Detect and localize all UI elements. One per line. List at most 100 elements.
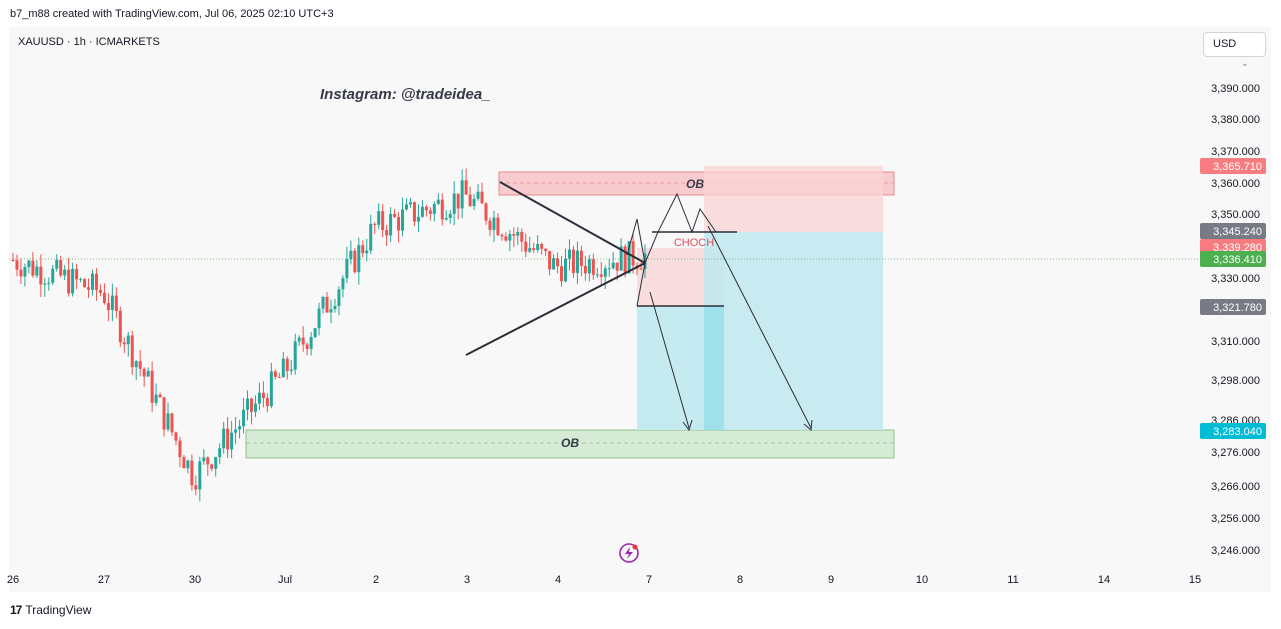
candle-body (520, 231, 524, 242)
candle-body (194, 485, 198, 490)
candle-body (504, 236, 508, 241)
candle-body (440, 199, 444, 220)
currency-button[interactable]: USD (1203, 32, 1266, 57)
candle-body (496, 217, 500, 236)
candle-body (357, 245, 361, 273)
candle-body (607, 268, 611, 270)
triangle-upper-trendline (499, 181, 646, 264)
candle-body (599, 274, 603, 277)
candle-body (27, 260, 31, 268)
candle-body (190, 460, 194, 486)
candle-body (35, 266, 39, 276)
candle-body (178, 440, 182, 458)
demand-zone-ob (245, 429, 895, 459)
candle-body (106, 303, 110, 311)
candle-body (202, 457, 206, 462)
x-tick-label: 9 (828, 574, 834, 586)
candle-body (389, 214, 393, 236)
candle-body (63, 269, 67, 276)
projection-arrowhead-1 (682, 419, 693, 432)
candle-body (385, 230, 389, 236)
symbol-legend[interactable]: XAUUSD · 1h · ICMARKETS (18, 36, 160, 48)
candle-body (31, 260, 35, 276)
candle-body (162, 397, 166, 430)
candle-body (536, 244, 540, 251)
candle-body (265, 398, 269, 407)
candle-body (79, 279, 83, 281)
candle-body (365, 250, 369, 254)
supply-zone-label: OB (686, 177, 704, 191)
candle-body (619, 246, 623, 271)
candle-body (285, 358, 289, 372)
triangle-lower-trendline (465, 262, 646, 356)
candle-body (369, 223, 373, 251)
candle-body (337, 289, 341, 306)
candle-body (393, 214, 397, 217)
candle-body (611, 262, 615, 269)
candle-body (444, 217, 448, 220)
candle-body (579, 250, 583, 266)
candle-body (420, 206, 424, 217)
candle-body (583, 265, 587, 274)
candle-body (548, 251, 552, 270)
candle-body (361, 245, 365, 254)
candle-body (436, 199, 440, 204)
candle-body (476, 191, 480, 199)
candle-body (345, 259, 349, 279)
projection-arrow-2 (707, 225, 812, 429)
price-scale-labels: 3,365.7103,345.2403,339.2803,336.4103,32… (1200, 158, 1266, 439)
candle-body (226, 428, 230, 450)
candle-body (412, 202, 416, 222)
x-axis: 26 27 30 Jul 2 3 4 7 8 9 10 11 14 15 (7, 574, 1201, 586)
tradingview-logo-icon: 17 (10, 603, 22, 617)
x-tick-label: 2 (373, 574, 379, 586)
candle-body (51, 268, 55, 283)
y-tick-label: 3,350.000 (1211, 209, 1260, 221)
candle-body (591, 259, 595, 275)
candle-body (126, 335, 130, 345)
candle-body (246, 398, 250, 410)
price-label-badge (1200, 223, 1266, 239)
lightning-bolt-icon[interactable] (619, 543, 639, 563)
candle-body (269, 371, 273, 407)
candle-body (293, 341, 297, 370)
footer-brand[interactable]: 17 TradingView (10, 603, 91, 617)
candle-body (218, 448, 222, 458)
candle-body (206, 457, 210, 465)
candle-body (401, 209, 405, 231)
candle-body (631, 241, 635, 266)
chevron-down-icon[interactable]: ⌄ (1241, 58, 1249, 68)
candle-body (198, 461, 202, 490)
candle-body (313, 328, 317, 338)
candle-body (341, 278, 345, 290)
candle-body (154, 394, 158, 403)
candle-body (333, 305, 337, 310)
candle-body (353, 250, 357, 273)
candle-body (59, 259, 63, 276)
candle-body (114, 295, 118, 311)
short-position-target-2 (704, 232, 883, 430)
candle-body (460, 180, 464, 209)
candle-body (75, 268, 79, 280)
chart-attribution: b7_m88 created with TradingView.com, Jul… (10, 8, 334, 20)
candle-body (512, 234, 516, 236)
price-label-badge (1200, 251, 1266, 267)
y-tick-label: 3,390.000 (1211, 83, 1260, 95)
candle-body (102, 292, 106, 304)
candle-body (416, 216, 420, 222)
price-label-badge (1200, 158, 1266, 174)
candle-body (43, 283, 47, 285)
candle-body (130, 335, 134, 368)
candle-body (492, 217, 496, 230)
candle-body (432, 203, 436, 214)
candle-body (381, 211, 385, 231)
candle-body (257, 392, 261, 404)
candle-body (281, 358, 285, 378)
footer-brand-label: TradingView (25, 603, 92, 617)
candle-body (23, 267, 27, 277)
y-axis: 3,390.000 3,380.000 3,370.000 3,360.000 3,35… (1211, 83, 1260, 557)
candle-body (19, 269, 23, 277)
x-tick-label: 8 (737, 574, 743, 586)
candle-body (603, 268, 607, 277)
